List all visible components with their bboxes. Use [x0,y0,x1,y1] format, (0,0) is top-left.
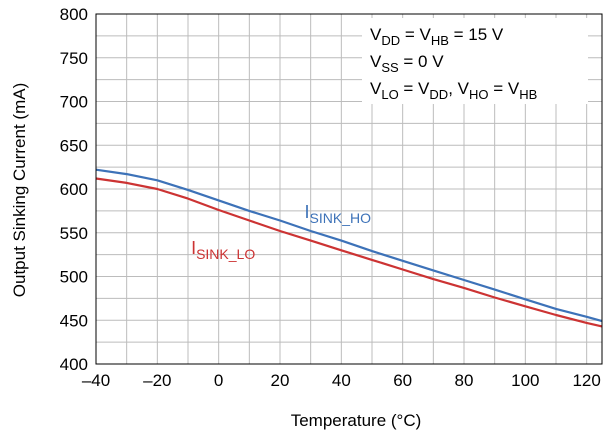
x-tick-label: 20 [271,371,290,390]
conditions-annotation: VDD = VHB = 15 V VSS = 0 V VLO = VDD, VHO … [362,18,588,104]
series-line-i-sink-lo [95,177,603,328]
annotation-line: VSS = 0 V [370,52,444,75]
x-tick-label: 60 [393,371,412,390]
x-tick-label: 100 [511,371,539,390]
y-tick-label: 700 [60,93,88,112]
y-tick-label: 400 [60,355,88,374]
y-tick-label: 550 [60,224,88,243]
y-axis-label: Output Sinking Current (mA) [10,83,29,297]
x-tick-label: 0 [214,371,223,390]
series-layer [95,168,603,328]
x-tick-label: 80 [455,371,474,390]
annotation-line: VLO = VDD, VHO = VHB [370,79,537,102]
x-tick-label: –20 [143,371,171,390]
x-axis-label: Temperature (°C) [291,411,422,430]
y-tick-label: 650 [60,136,88,155]
x-tick-label: –40 [82,371,110,390]
y-tick-label: 750 [60,49,88,68]
y-tick-label: 500 [60,268,88,287]
series-labels: ISINK_HO ISINK_LO [191,202,371,262]
y-tick-label: 450 [60,311,88,330]
x-tick-labels: –40 –20 0 20 40 60 80 100 120 [82,371,601,390]
y-tick-label: 600 [60,180,88,199]
series-line-i-sink-ho [95,168,603,323]
annotation-line: VDD = VHB = 15 V [370,25,504,48]
plot-frame [95,13,603,365]
y-tick-label: 800 [60,5,88,24]
series-label-sink-lo: ISINK_LO [191,238,255,262]
series-label-sink-ho: ISINK_HO [305,202,372,226]
x-tick-label: 40 [332,371,351,390]
y-tick-labels: 400 450 500 550 600 650 700 750 800 [60,5,88,374]
annotation-background [362,18,588,104]
x-tick-label: 120 [572,371,600,390]
